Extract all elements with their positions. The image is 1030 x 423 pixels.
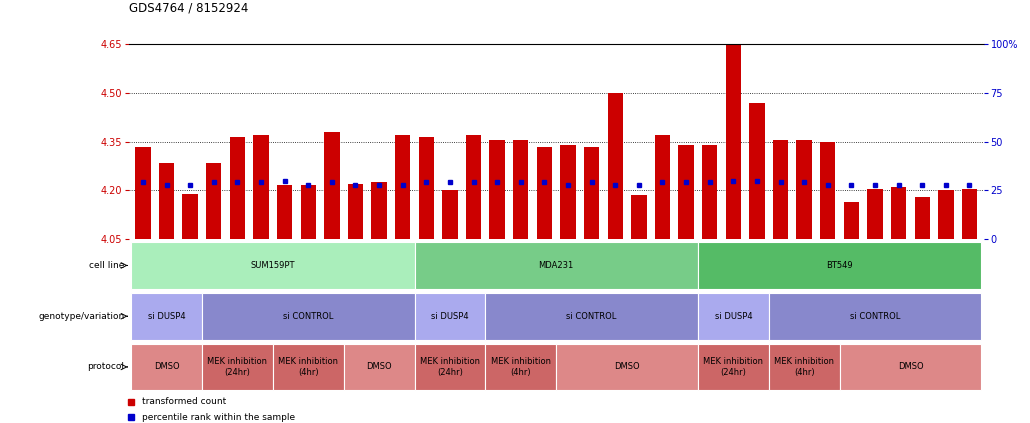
Bar	[560, 145, 576, 239]
Bar	[131, 343, 202, 390]
Bar	[396, 135, 410, 239]
Bar	[418, 137, 434, 239]
Text: MEK inhibition
(24hr): MEK inhibition (24hr)	[207, 357, 268, 376]
Bar	[679, 145, 694, 239]
Bar	[891, 187, 906, 239]
Text: DMSO: DMSO	[153, 363, 179, 371]
Bar	[206, 163, 221, 239]
Bar	[698, 293, 768, 340]
Bar	[344, 343, 414, 390]
Bar	[135, 147, 150, 239]
Text: MEK inhibition
(24hr): MEK inhibition (24hr)	[420, 357, 480, 376]
Bar	[230, 137, 245, 239]
Bar	[414, 242, 698, 289]
Bar	[698, 343, 768, 390]
Bar	[513, 140, 528, 239]
Text: DMSO: DMSO	[367, 363, 391, 371]
Bar	[702, 145, 717, 239]
Bar	[844, 202, 859, 239]
Bar	[655, 135, 671, 239]
Bar	[485, 293, 698, 340]
Text: MEK inhibition
(4hr): MEK inhibition (4hr)	[490, 357, 551, 376]
Bar	[301, 185, 316, 239]
Bar	[131, 242, 414, 289]
Text: DMSO: DMSO	[614, 363, 640, 371]
Bar	[867, 189, 883, 239]
Text: si DUSP4: si DUSP4	[432, 312, 469, 321]
Bar	[556, 343, 698, 390]
Bar	[277, 185, 293, 239]
Bar	[159, 163, 174, 239]
Text: GDS4764 / 8152924: GDS4764 / 8152924	[129, 2, 248, 15]
Text: si CONTROL: si CONTROL	[283, 312, 334, 321]
Bar	[915, 197, 930, 239]
Text: si CONTROL: si CONTROL	[850, 312, 900, 321]
Bar	[839, 343, 982, 390]
Text: si CONTROL: si CONTROL	[566, 312, 617, 321]
Text: SUM159PT: SUM159PT	[250, 261, 295, 270]
Bar	[202, 293, 414, 340]
Text: cell line: cell line	[90, 261, 125, 270]
Bar	[414, 343, 485, 390]
Text: DMSO: DMSO	[897, 363, 923, 371]
Bar	[726, 44, 741, 239]
Bar	[485, 343, 556, 390]
Bar	[768, 293, 982, 340]
Bar	[372, 182, 386, 239]
Text: transformed count: transformed count	[141, 397, 226, 407]
Bar	[324, 132, 340, 239]
Bar	[466, 135, 481, 239]
Text: MEK inhibition
(24hr): MEK inhibition (24hr)	[703, 357, 763, 376]
Bar	[202, 343, 273, 390]
Bar	[698, 242, 982, 289]
Bar	[414, 293, 485, 340]
Text: si DUSP4: si DUSP4	[147, 312, 185, 321]
Bar	[182, 194, 198, 239]
Bar	[273, 343, 344, 390]
Bar	[796, 140, 812, 239]
Bar	[820, 142, 835, 239]
Text: BT549: BT549	[826, 261, 853, 270]
Text: si DUSP4: si DUSP4	[715, 312, 752, 321]
Bar	[442, 190, 457, 239]
Bar	[253, 135, 269, 239]
Text: percentile rank within the sample: percentile rank within the sample	[141, 412, 295, 422]
Text: MDA231: MDA231	[539, 261, 574, 270]
Text: genotype/variation: genotype/variation	[38, 312, 125, 321]
Bar	[348, 184, 364, 239]
Bar	[608, 93, 623, 239]
Text: protocol: protocol	[88, 363, 125, 371]
Bar	[962, 189, 977, 239]
Bar	[631, 195, 647, 239]
Bar	[768, 343, 839, 390]
Text: MEK inhibition
(4hr): MEK inhibition (4hr)	[278, 357, 338, 376]
Bar	[749, 103, 764, 239]
Bar	[537, 147, 552, 239]
Bar	[938, 190, 954, 239]
Bar	[489, 140, 505, 239]
Bar	[584, 147, 599, 239]
Bar	[131, 293, 202, 340]
Bar	[772, 140, 788, 239]
Text: MEK inhibition
(4hr): MEK inhibition (4hr)	[775, 357, 834, 376]
